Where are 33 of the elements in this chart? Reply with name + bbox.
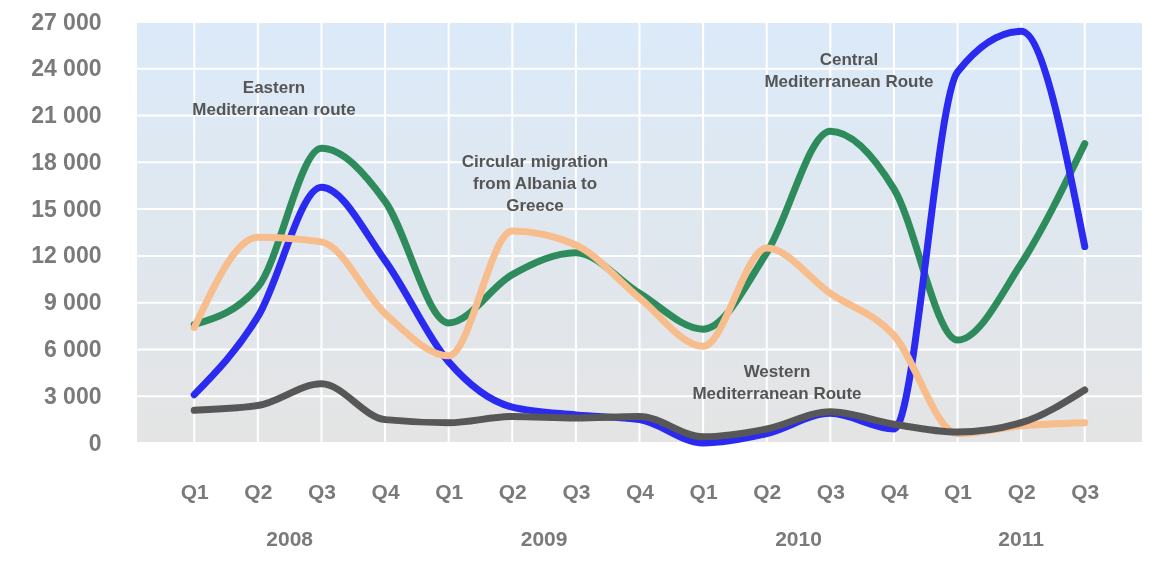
x-tick-label: Q3 bbox=[816, 479, 845, 503]
series-label: Western Mediterranean Route bbox=[692, 362, 862, 403]
x-tick-label: Q3 bbox=[562, 479, 591, 503]
x-tick-label: Q3 bbox=[307, 479, 336, 503]
x-tick-label: Q2 bbox=[244, 479, 273, 503]
text: Eastern Mediterranean route bbox=[192, 78, 356, 119]
y-tick-label: 15 000 bbox=[31, 195, 102, 222]
x-tick-label: Q4 bbox=[371, 479, 400, 503]
y-tick-label: 21 000 bbox=[31, 102, 102, 129]
y-tick-label: 27 000 bbox=[31, 8, 102, 35]
y-tick-label: 24 000 bbox=[31, 55, 102, 82]
y-tick-label: 12 000 bbox=[31, 242, 102, 269]
x-tick-label: Q2 bbox=[1007, 479, 1036, 503]
x-tick-label: Q4 bbox=[625, 479, 655, 503]
y-tick-label: 18 000 bbox=[31, 148, 102, 175]
text: 2011 bbox=[998, 527, 1045, 550]
text: 2010 bbox=[775, 527, 822, 550]
y-tick-label: 9 000 bbox=[43, 289, 102, 316]
text: 2009 bbox=[520, 527, 568, 550]
x-tick-label: Q1 bbox=[180, 479, 210, 503]
y-tick-label: 3 000 bbox=[43, 382, 102, 409]
x-tick-label: Q1 bbox=[435, 479, 464, 503]
x-tick-label: Q3 bbox=[1071, 479, 1100, 503]
text: 2008 bbox=[266, 527, 314, 550]
text: Circular migration from Albania to Greece bbox=[461, 152, 609, 215]
y-tick-label: 0 bbox=[88, 429, 102, 456]
x-tick-label: Q4 bbox=[880, 479, 909, 503]
x-tick-label: Q2 bbox=[753, 479, 782, 503]
x-tick-label: Q1 bbox=[944, 479, 973, 503]
x-tick-label: Q1 bbox=[689, 479, 718, 503]
series-label: Central Mediterranean Route bbox=[764, 50, 934, 91]
x-tick-label: Q2 bbox=[498, 479, 527, 503]
y-tick-label: 6 000 bbox=[43, 335, 102, 362]
